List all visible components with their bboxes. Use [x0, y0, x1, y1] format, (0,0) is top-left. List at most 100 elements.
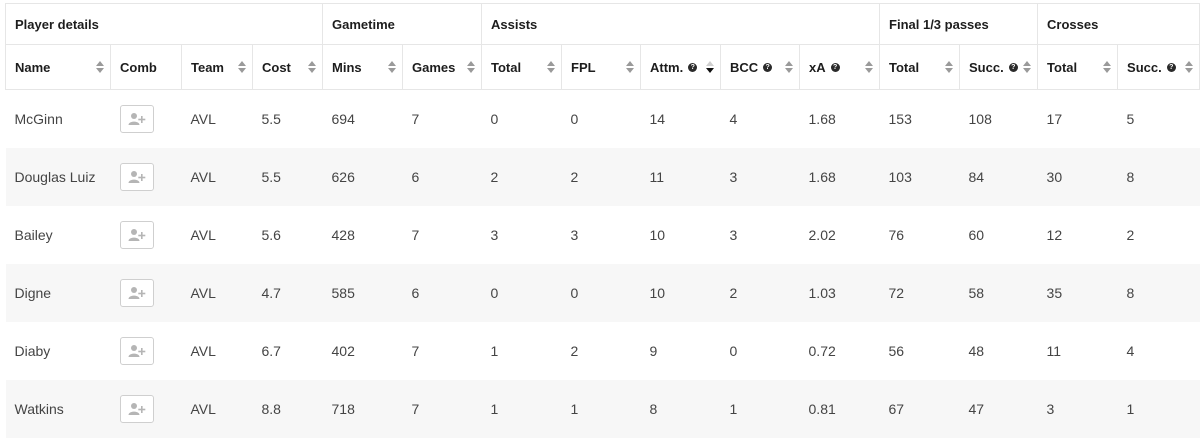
comb-cell	[111, 322, 182, 380]
sort-arrows-icon[interactable]	[945, 61, 954, 73]
cell-bcc: 1	[720, 380, 800, 438]
cell-cr-succ: 5	[1126, 111, 1135, 127]
sort-arrows-icon[interactable]	[785, 61, 794, 73]
cell-team: AVL	[181, 264, 253, 322]
column-header-comb: Comb	[110, 44, 182, 90]
add-to-comb-button[interactable]	[119, 279, 154, 307]
cell-f3-total: 103	[879, 148, 960, 206]
column-header-label: Cost	[262, 59, 291, 75]
table-row: Diaby AVL 6.7 402 7 1 2 9 0 0.72 56 48 11 4	[6, 322, 1200, 380]
column-header-mins[interactable]: Mins	[322, 44, 404, 90]
column-header-label: Total	[889, 59, 920, 75]
cell-name[interactable]: Bailey	[14, 227, 53, 243]
cell-xa: 1.68	[808, 111, 836, 127]
column-header-label: FPL	[571, 59, 596, 75]
sort-arrows-icon[interactable]	[467, 61, 476, 73]
cell-bcc: 0	[729, 343, 738, 359]
cell-name[interactable]: Watkins	[5, 380, 111, 438]
column-header-cr-total[interactable]: Total	[1037, 44, 1119, 90]
add-to-comb-button[interactable]	[119, 395, 154, 423]
column-header-label: Total	[1047, 59, 1078, 75]
cell-f3-succ: 60	[968, 227, 985, 243]
cell-name[interactable]: Douglas Luiz	[5, 148, 111, 206]
cell-mins: 694	[331, 111, 355, 127]
question-icon[interactable]: ?	[830, 62, 840, 72]
sort-arrows-icon[interactable]	[96, 61, 104, 73]
sort-arrows-icon[interactable]	[1185, 61, 1194, 73]
player-stats-table: Player details Gametime Assists Final 1/3 p…	[4, 3, 1200, 438]
cell-cr-succ: 8	[1117, 264, 1200, 322]
column-header-attm[interactable]: Attm.?	[640, 44, 722, 90]
add-to-comb-button[interactable]	[119, 337, 154, 365]
table-row: Bailey AVL 5.6 428 7 3 3 10 3 2.02 76 60 12 2	[6, 206, 1200, 264]
add-to-comb-button[interactable]	[119, 163, 154, 191]
column-header-fpl[interactable]: FPL	[561, 44, 642, 90]
cell-games: 7	[402, 380, 482, 438]
cell-team: AVL	[181, 380, 253, 438]
column-header-xa[interactable]: xA?	[799, 44, 881, 90]
add-to-comb-button[interactable]	[119, 105, 154, 133]
sort-arrows-icon[interactable]	[706, 61, 715, 73]
cell-xa: 0.81	[799, 380, 880, 438]
column-header-name[interactable]: Name	[5, 44, 111, 90]
cell-name[interactable]: Digne	[5, 264, 111, 322]
comb-cell	[110, 380, 182, 438]
cell-f3-succ: 47	[959, 380, 1038, 438]
column-header-f3-total[interactable]: Total	[879, 44, 961, 90]
column-header-cr-succ[interactable]: Succ.?	[1117, 44, 1200, 90]
cell-fpl: 0	[570, 111, 579, 127]
cell-f3-total: 56	[888, 343, 905, 359]
cell-attm: 11	[640, 148, 721, 206]
column-header-label: Games	[412, 59, 456, 75]
add-user-icon	[128, 345, 145, 357]
cell-name[interactable]: McGinn	[14, 111, 63, 127]
column-header-games[interactable]: Games	[402, 44, 483, 90]
cell-name[interactable]: Diaby	[14, 343, 51, 359]
question-icon[interactable]: ?	[763, 62, 773, 72]
comb-cell	[111, 206, 182, 264]
cell-games: 6	[402, 148, 482, 206]
cell-cr-total: 12	[1046, 227, 1063, 243]
add-user-icon	[128, 287, 145, 299]
cell-mins: 428	[331, 227, 355, 243]
column-header-cost[interactable]: Cost	[251, 44, 324, 90]
column-header-label: Name	[15, 59, 51, 75]
sort-arrows-icon[interactable]	[865, 61, 874, 73]
cell-fpl: 3	[570, 227, 579, 243]
cell-mins: 718	[322, 380, 403, 438]
cell-ast-total: 1	[481, 380, 562, 438]
cell-fpl: 0	[561, 264, 641, 322]
sort-arrows-icon[interactable]	[1103, 61, 1112, 73]
cell-mins: 585	[322, 264, 403, 322]
column-header-ast-total[interactable]: Total	[481, 44, 563, 90]
sort-arrows-icon[interactable]	[547, 61, 556, 73]
cell-f3-succ: 48	[968, 343, 985, 359]
column-header-f3-succ[interactable]: Succ.?	[959, 44, 1039, 90]
column-header-bcc[interactable]: BCC?	[720, 44, 801, 90]
sort-arrows-icon[interactable]	[308, 61, 317, 73]
sort-arrows-icon[interactable]	[388, 61, 397, 73]
cell-cost: 5.5	[252, 148, 323, 206]
sort-arrows-icon[interactable]	[238, 61, 246, 73]
cell-bcc: 3	[729, 227, 738, 243]
sort-arrows-icon[interactable]	[1023, 61, 1032, 73]
column-header-team[interactable]: Team	[181, 44, 253, 90]
cell-ast-total: 0	[490, 111, 499, 127]
question-icon[interactable]: ?	[688, 62, 698, 72]
add-to-comb-button[interactable]	[119, 221, 154, 249]
cell-cost: 8.8	[252, 380, 323, 438]
question-icon[interactable]: ?	[1008, 62, 1018, 72]
comb-cell	[111, 90, 182, 149]
cell-cost: 6.7	[261, 343, 281, 359]
cell-mins: 626	[322, 148, 403, 206]
column-header-label: xA	[809, 59, 826, 75]
column-header-label: Succ.	[969, 59, 1004, 75]
cell-team: AVL	[190, 111, 216, 127]
question-icon[interactable]: ?	[1166, 62, 1176, 72]
cell-cr-total: 30	[1037, 148, 1118, 206]
sort-arrows-icon[interactable]	[626, 61, 635, 73]
group-header-player-details: Player details	[4, 3, 324, 45]
cell-games: 7	[411, 227, 420, 243]
cell-team: AVL	[190, 227, 216, 243]
